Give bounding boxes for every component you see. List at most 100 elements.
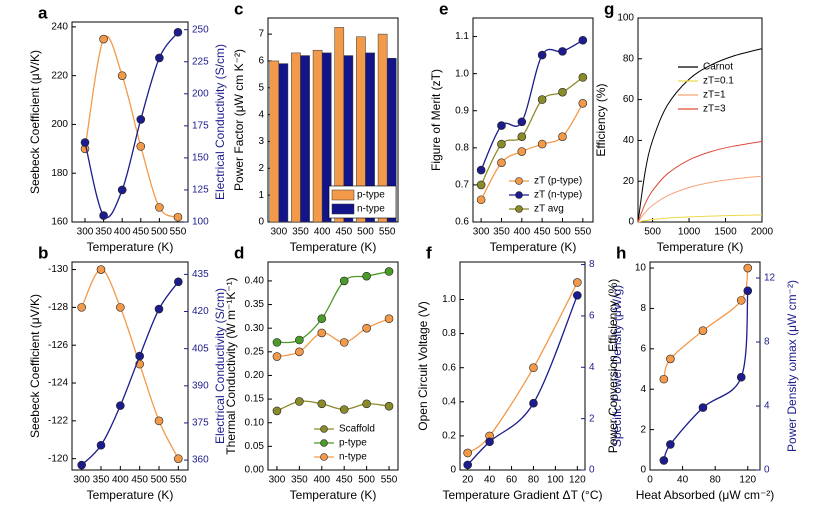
bar [291, 52, 301, 223]
x-tick-label: 550 [170, 227, 187, 238]
x-tick-label: 350 [95, 227, 112, 238]
marker [317, 399, 327, 409]
x-tick-label: 300 [270, 227, 287, 238]
plot-frame [637, 17, 763, 223]
y-tick-label: 0.40 [245, 276, 265, 287]
x-axis-label: Temperature (K) [290, 488, 377, 502]
y-tick-label: 0.6 [455, 217, 469, 228]
y-tick-label: 240 [51, 22, 68, 33]
series-line [276, 270, 390, 344]
marker [698, 403, 708, 412]
bar [321, 52, 332, 223]
marker [476, 180, 486, 190]
y-tick-label: 0.15 [245, 394, 265, 405]
x-tick-label: 40 [677, 475, 689, 486]
marker [362, 323, 371, 333]
x-tick-label: 60 [506, 475, 518, 486]
y-tick-label: 60 [623, 94, 635, 105]
marker [272, 406, 282, 416]
marker [485, 437, 494, 447]
marker [362, 271, 371, 281]
y-axis-label: Figure of Merit (zT) [429, 69, 443, 171]
legend-label: n-type [339, 452, 367, 463]
marker [339, 405, 349, 414]
marker [573, 278, 582, 287]
x-tick-label: 350 [292, 227, 309, 238]
marker [295, 397, 304, 406]
x-tick-label: 300 [473, 227, 490, 238]
marker [497, 158, 506, 167]
y-tick-label: 1 [258, 190, 264, 201]
marker [558, 87, 567, 97]
y-tick-label: 0 [628, 217, 634, 228]
marker [384, 267, 394, 276]
plot-frame [267, 261, 399, 471]
plot-frame [71, 21, 189, 223]
marker [174, 454, 183, 463]
x-axis-label: Temperature (K) [87, 240, 174, 254]
legend-swatch [331, 203, 355, 215]
x-tick-label: 500 [358, 475, 375, 486]
panel-label: f [426, 243, 432, 262]
marker [384, 401, 394, 411]
y-tick-label: 0.2 [442, 431, 456, 442]
x-tick-label: 1500 [714, 227, 737, 238]
panel-label: g [604, 0, 614, 18]
panel-label: b [38, 243, 48, 262]
y-tick-label: 3 [258, 136, 264, 147]
y-tick-label: -126 [48, 340, 68, 351]
y-tick-label: -122 [48, 415, 68, 426]
x-tick-label: 20 [462, 475, 474, 486]
series-line [663, 290, 749, 461]
marker [272, 338, 282, 347]
series-line [637, 214, 763, 223]
y2-tick-label: 4 [589, 362, 595, 373]
plot-frame [649, 261, 761, 471]
x-tick-label: 100 [547, 475, 564, 486]
x-tick-label: 1000 [678, 227, 701, 238]
y-tick-label: 0.8 [455, 142, 469, 153]
x-tick-label: 80 [528, 475, 540, 486]
y2-axis-label: Specific Power Density (μW/g) [610, 285, 624, 447]
legend-marker [515, 191, 523, 199]
y2-tick-label: 360 [192, 455, 209, 466]
x-tick-label: 500 [357, 227, 374, 238]
y-tick-label: 0.30 [245, 323, 265, 334]
y-tick-label: 0.9 [455, 105, 469, 116]
x-tick-label: 350 [291, 475, 308, 486]
x-tick-label: 0 [647, 475, 653, 486]
x-tick-label: 2000 [751, 227, 774, 238]
y2-tick-label: 0 [589, 465, 595, 476]
x-axis-label: Temperature (K) [490, 240, 577, 254]
y2-tick-label: 8 [589, 259, 595, 270]
x-tick-label: 550 [574, 227, 591, 238]
x-tick-label: 450 [132, 227, 149, 238]
y-tick-label: 6 [258, 56, 264, 67]
y2-tick-label: 435 [192, 269, 209, 280]
y2-tick-label: 8 [764, 337, 770, 348]
y2-tick-label: 375 [192, 418, 209, 429]
x-axis-label: Heat Absorbed (μW cm⁻²) [636, 488, 775, 502]
y-tick-label: 10 [635, 263, 647, 274]
y-tick-label: 100 [617, 13, 634, 24]
series-line [81, 268, 179, 459]
y-tick-label: 0 [258, 217, 264, 228]
x-axis-label: Temperature (K) [87, 488, 174, 502]
x-tick-label: 400 [112, 475, 129, 486]
legend-marker [515, 205, 523, 213]
marker [173, 212, 183, 222]
y-tick-label: 2 [640, 424, 646, 435]
x-tick-label: 500 [151, 475, 168, 486]
legend-marker [320, 425, 328, 433]
y2-tick-label: 250 [192, 24, 209, 35]
marker [463, 448, 472, 458]
y-tick-label: 7 [258, 29, 264, 40]
x-tick-label: 400 [314, 227, 331, 238]
y-tick-label: 80 [623, 53, 635, 64]
y2-tick-label: 390 [192, 380, 209, 391]
y-tick-label: 0.6 [442, 362, 456, 373]
y-tick-label: 0.35 [245, 299, 265, 310]
x-tick-label: 300 [73, 475, 90, 486]
marker [573, 291, 582, 300]
